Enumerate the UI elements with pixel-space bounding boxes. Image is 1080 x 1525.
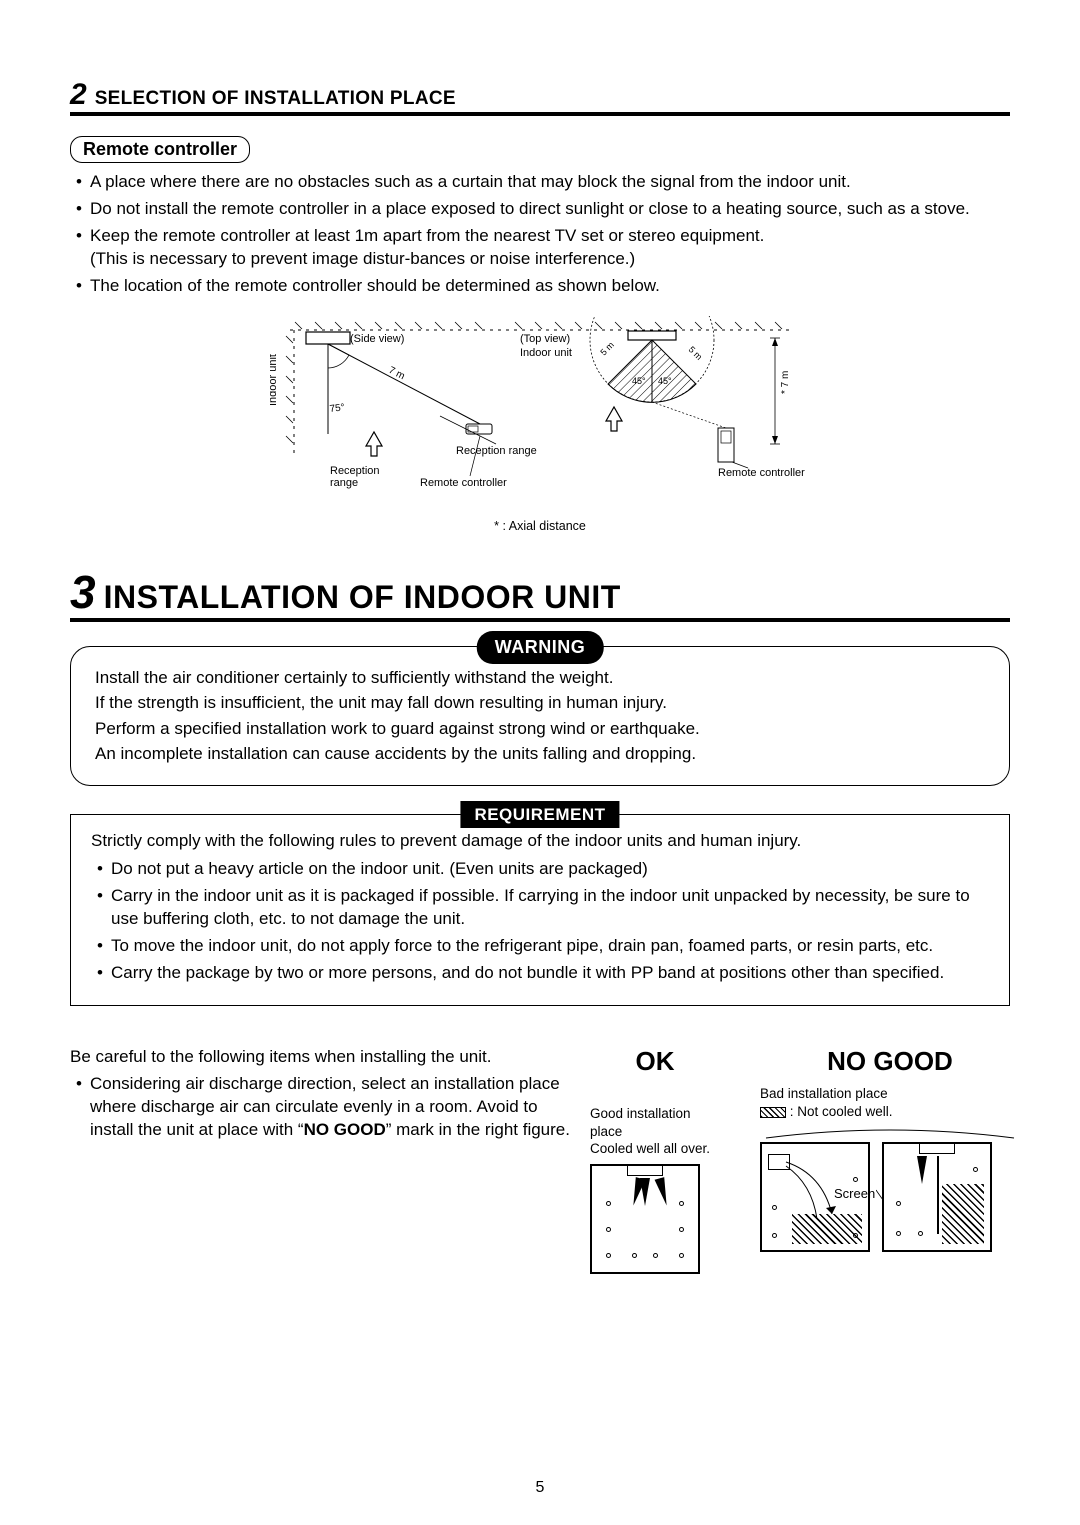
warning-box: WARNING Install the air conditioner cert… (70, 646, 1010, 786)
careful-intro: Be careful to the following items when i… (70, 1046, 570, 1069)
list-item: Do not install the remote controller in … (76, 198, 1010, 221)
list-item: Carry in the indoor unit as it is packag… (97, 885, 989, 931)
angle-75: 75° (329, 402, 345, 415)
requirement-box: REQUIREMENT Strictly comply with the fol… (70, 814, 1010, 1006)
requirement-label: REQUIREMENT (460, 801, 619, 829)
requirement-bullets: Do not put a heavy article on the indoor… (91, 858, 989, 985)
ng-title: NO GOOD (760, 1046, 1020, 1077)
reception-diagram: (Side view) Indoor unit 75° 7 m Receptio… (270, 316, 810, 533)
section-2-number: 2 (70, 80, 87, 110)
room-diagram-ng-2 (882, 1142, 992, 1252)
list-item-text: Keep the remote controller at least 1m a… (90, 226, 764, 245)
warning-line: An incomplete installation can cause acc… (95, 741, 985, 767)
axial-distance-note: * : Axial distance (270, 519, 810, 533)
top-view-label: (Top view) (520, 333, 570, 345)
list-item: Considering air discharge direction, sel… (76, 1073, 570, 1142)
screen-label: Screen (834, 1186, 875, 1201)
angle-45-2: 45° (658, 376, 672, 386)
list-item: Do not put a heavy article on the indoor… (97, 858, 989, 881)
indoor-unit-v-label: Indoor unit (270, 354, 279, 406)
dist-7m-1: 7 m (387, 365, 407, 382)
remote-controller-2: Remote controller (718, 467, 805, 479)
page-number: 5 (536, 1479, 545, 1497)
section-3: 3 INSTALLATION OF INDOOR UNIT WARNING In… (70, 569, 1010, 1274)
angle-45-1: 45° (632, 376, 646, 386)
section-3-number: 3 (70, 569, 96, 615)
room-diagram-ok (590, 1164, 700, 1274)
remote-controller-bullets: A place where there are no obstacles suc… (70, 171, 1010, 298)
warning-line: Install the air conditioner certainly to… (95, 665, 985, 691)
ok-title: OK (590, 1046, 720, 1077)
dist-7m-2: * 7 m (780, 370, 791, 393)
section-3-header: 3 INSTALLATION OF INDOOR UNIT (70, 569, 1010, 622)
remote-controller-pill: Remote controller (70, 136, 250, 163)
warning-line: If the strength is insufficient, the uni… (95, 690, 985, 716)
reception-range-1a: Receptionrange (330, 465, 380, 489)
hatch-icon (760, 1107, 786, 1118)
list-item: To move the indoor unit, do not apply fo… (97, 935, 989, 958)
remote-controller-1: Remote controller (420, 477, 507, 489)
warning-line: Perform a specified installation work to… (95, 716, 985, 742)
list-item: Carry the package by two or more persons… (97, 962, 989, 985)
dist-5m-1: 5 m (598, 339, 616, 357)
indoor-unit-label: Indoor unit (520, 347, 572, 359)
side-view-label: (Side view) (350, 333, 404, 345)
list-item: Keep the remote controller at least 1m a… (76, 225, 1010, 271)
install-notes-right: OK Good installation place Cooled well a… (590, 1046, 1020, 1274)
ok-column: OK Good installation place Cooled well a… (590, 1046, 720, 1274)
ok-sub: Good installation place Cooled well all … (590, 1105, 720, 1158)
install-notes-row: Be careful to the following items when i… (70, 1046, 1010, 1274)
warning-label: WARNING (477, 631, 604, 664)
ng-sub: Bad installation place : Not cooled well… (760, 1085, 1020, 1120)
section-3-title: INSTALLATION OF INDOOR UNIT (104, 579, 621, 616)
dist-5m-2: 5 m (687, 344, 705, 362)
care-bullet-post: ” mark in the right figure. (386, 1120, 570, 1139)
care-bullet-bold: NO GOOD (304, 1120, 386, 1139)
section-2-title: SELECTION OF INSTALLATION PLACE (95, 88, 456, 110)
list-item: The location of the remote controller sh… (76, 275, 1010, 298)
list-item: A place where there are no obstacles suc… (76, 171, 1010, 194)
reception-range-2: Reception range (456, 445, 537, 457)
requirement-intro: Strictly comply with the following rules… (91, 829, 989, 853)
list-item-sub: (This is necessary to prevent image dist… (90, 248, 1010, 271)
section-2-header: 2 SELECTION OF INSTALLATION PLACE (70, 80, 1010, 116)
ng-column: NO GOOD Bad installation place : Not coo… (760, 1046, 1020, 1252)
install-notes-left: Be careful to the following items when i… (70, 1046, 570, 1146)
